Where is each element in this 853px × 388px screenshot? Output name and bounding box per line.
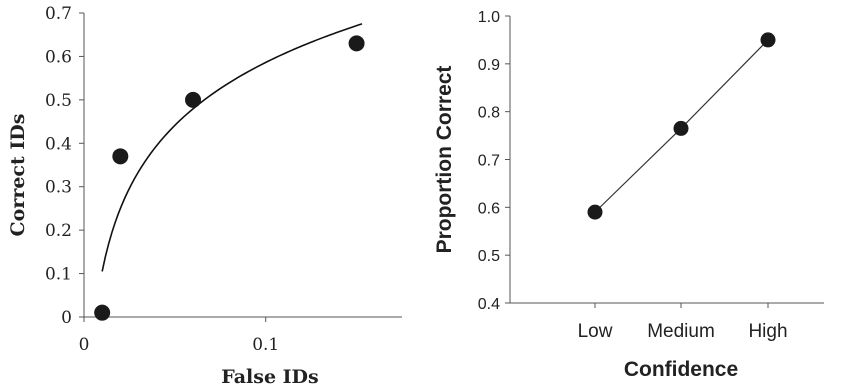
left-y-tick-label: 0.2 — [45, 221, 72, 241]
left-fit-curve — [101, 23, 363, 272]
right-y-tick-label: 0.6 — [478, 200, 500, 217]
right-y-tick-label: 0.7 — [478, 153, 500, 170]
right-chart: 0.4 0.5 0.6 0.7 0.8 0.9 1.0 Low Medium High Conf… — [433, 9, 824, 381]
left-data-point — [112, 148, 129, 165]
right-x-axis-title: Confidence — [624, 358, 738, 381]
left-x-tick-label: 0.1 — [252, 335, 279, 355]
right-category-label: Medium — [647, 321, 715, 342]
right-y-tick-label: 0.8 — [478, 105, 500, 122]
left-y-tick-label: 0.6 — [45, 47, 72, 67]
right-data-point — [760, 32, 776, 48]
left-data-point — [94, 304, 111, 321]
right-data-point — [587, 204, 603, 220]
right-data-point — [673, 120, 689, 136]
left-data-point — [185, 91, 202, 108]
left-y-tick-label: 0.5 — [45, 91, 72, 111]
left-y-tick-label: 0.1 — [45, 265, 72, 285]
left-y-tick-label: 0.3 — [45, 178, 72, 198]
right-category-label: Low — [578, 321, 613, 342]
left-x-axis-title: False IDs — [221, 366, 318, 388]
left-y-tick-label: 0.7 — [45, 4, 72, 24]
left-y-tick-label: 0.4 — [45, 134, 72, 154]
left-y-tick-label: 0 — [61, 308, 72, 328]
right-y-tick-label: 0.9 — [478, 57, 500, 74]
left-chart: 0 0.1 0.2 0.3 0.4 0.5 0.6 0.7 0 0.1 False IDs Co… — [7, 4, 402, 388]
left-x-tick-label: 0 — [79, 335, 90, 355]
right-category-label: High — [748, 321, 787, 342]
right-y-tick-label: 1.0 — [478, 9, 500, 26]
left-y-axis-title: Correct IDs — [7, 114, 29, 237]
left-data-point — [348, 35, 365, 52]
right-y-tick-label: 0.5 — [478, 248, 500, 265]
right-y-tick-label: 0.4 — [478, 296, 500, 313]
right-y-axis-title: Proportion Correct — [433, 66, 456, 254]
